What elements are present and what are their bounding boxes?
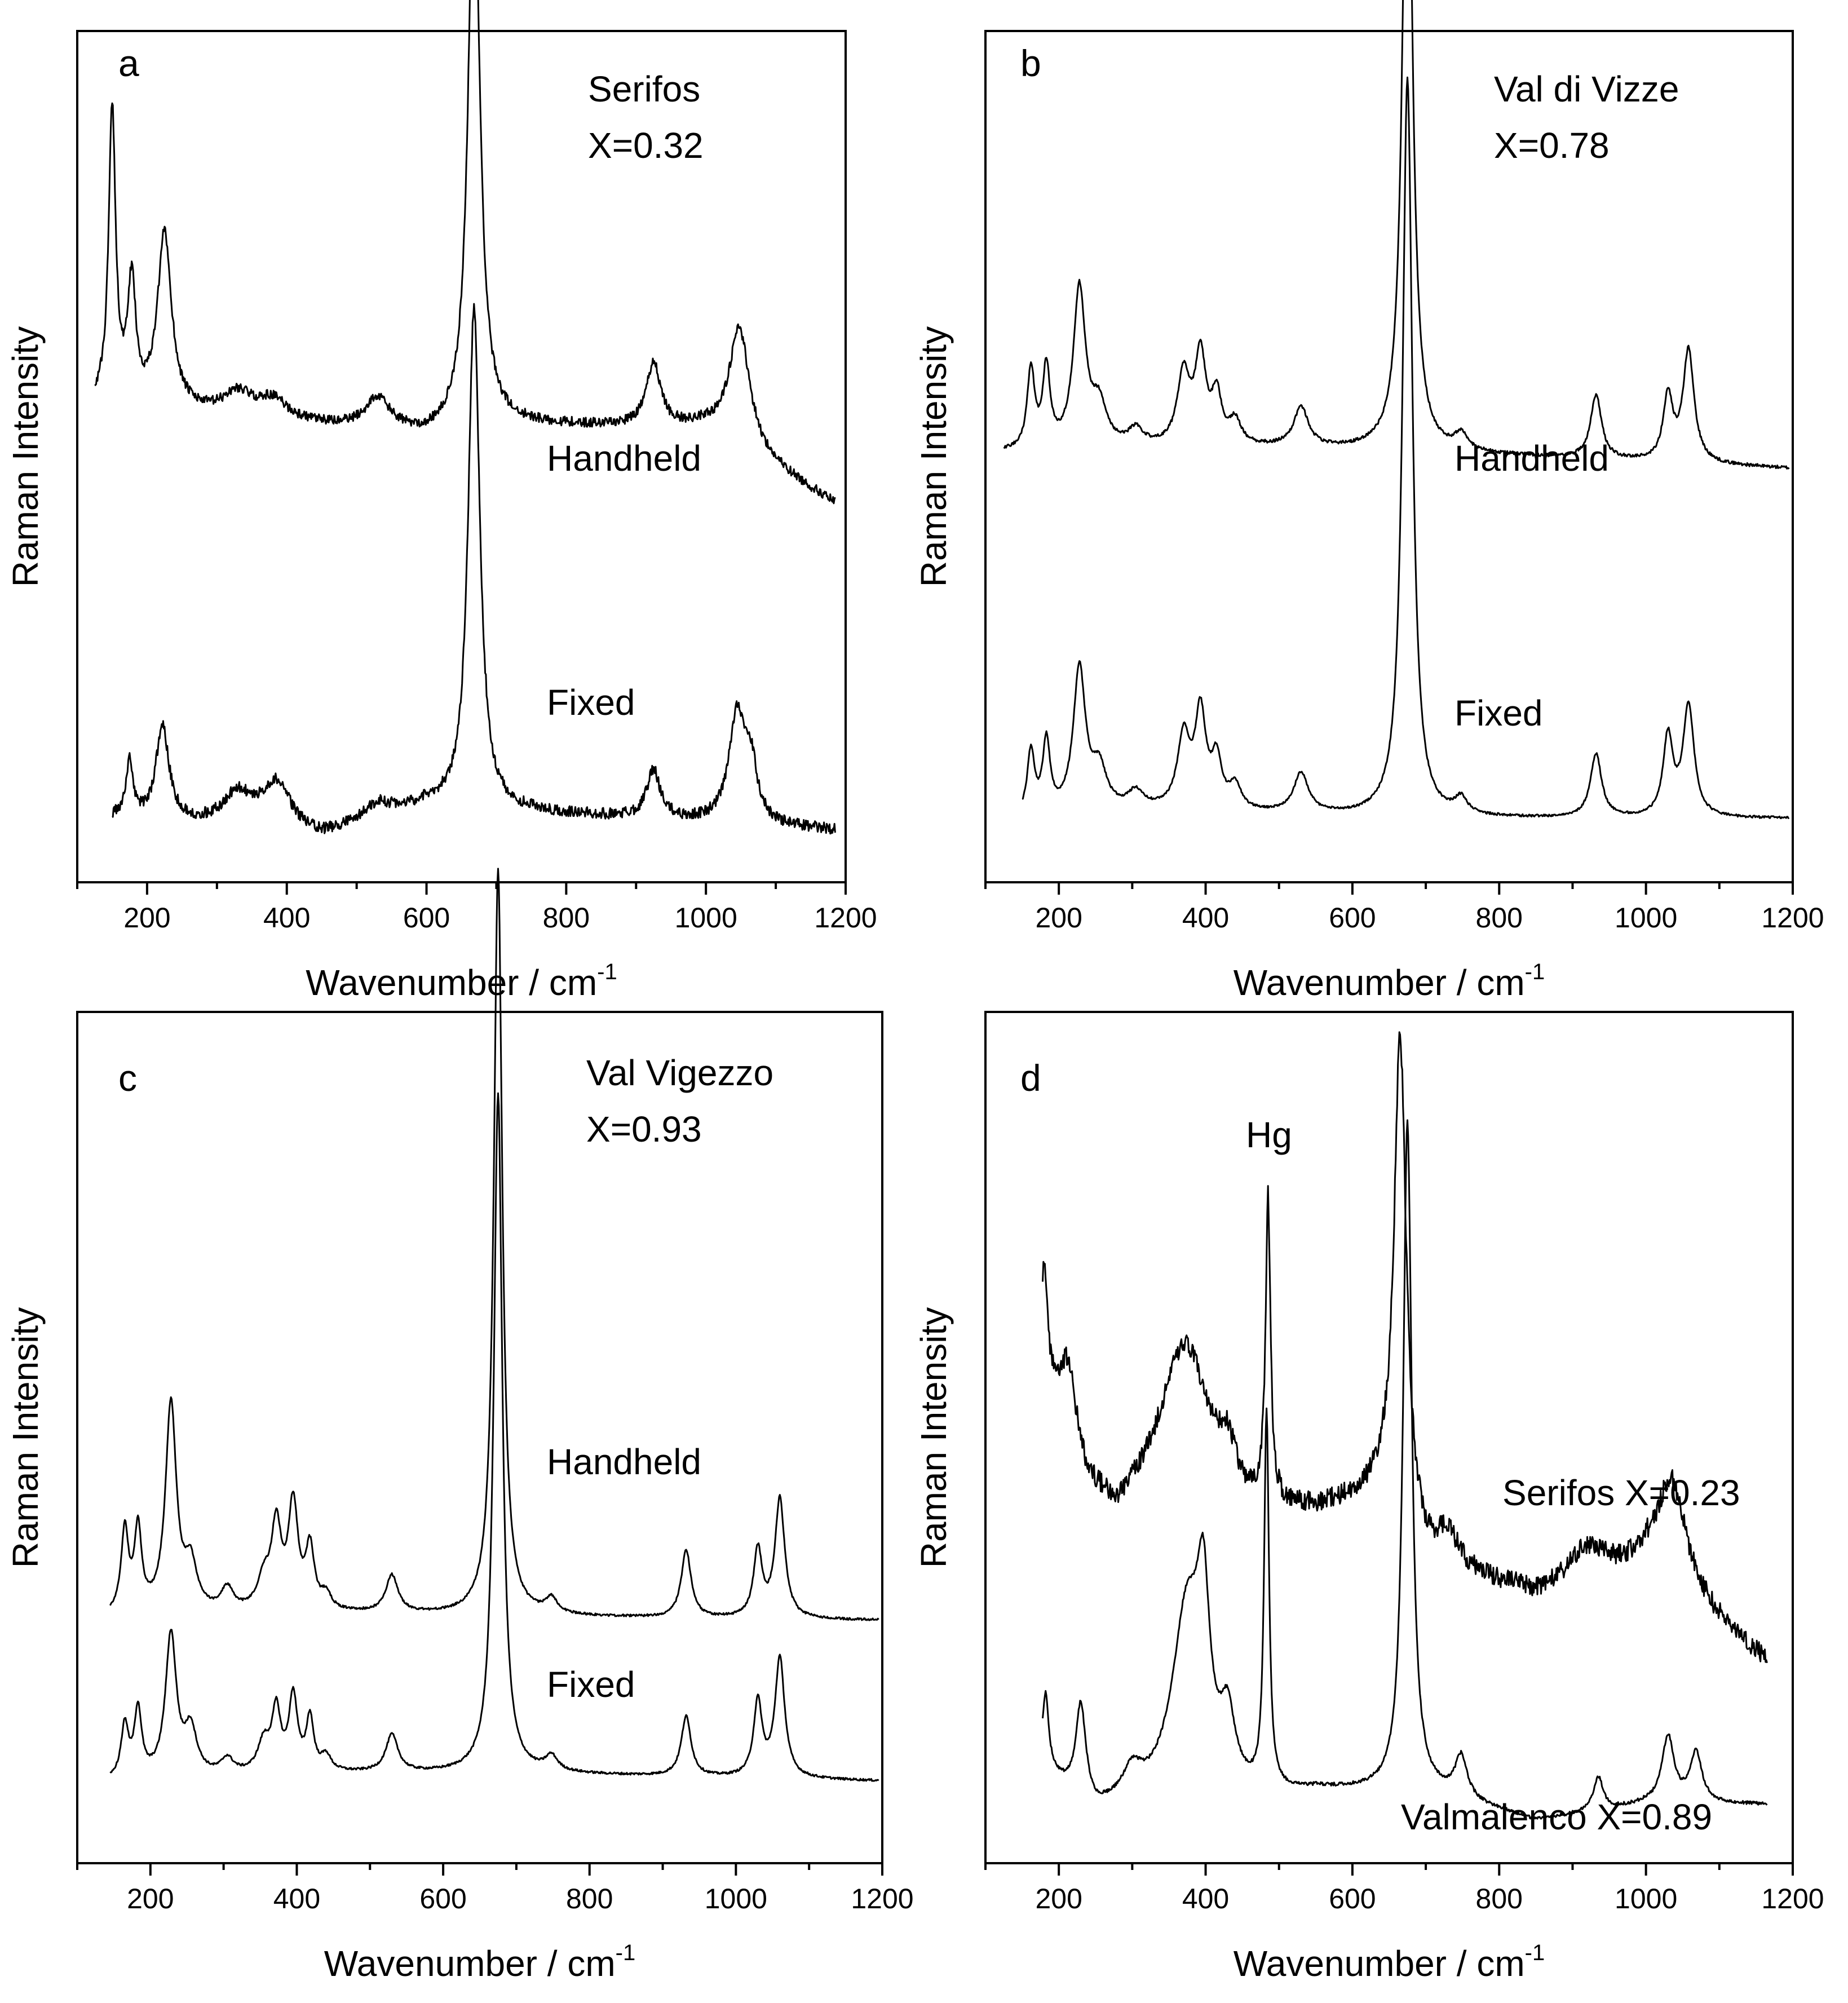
x-tick-label: 800	[1476, 1883, 1523, 1914]
x-axis-label: Wavenumber / cm-1	[1234, 960, 1545, 1003]
series-label: Handheld	[1454, 438, 1609, 479]
series-line-fixed	[1022, 76, 1790, 820]
series-line-fixed	[112, 303, 836, 835]
plot-frame	[76, 1011, 883, 1864]
series-label: Serifos X=0.23	[1502, 1473, 1740, 1513]
annotation: Hg	[1246, 1115, 1292, 1155]
x-tick-label: 1200	[814, 902, 877, 934]
x-tick-label: 1000	[1615, 1883, 1677, 1914]
x-tick-label: 600	[1329, 902, 1376, 934]
x-tick-label: 200	[123, 902, 170, 934]
series-label: Fixed	[1454, 693, 1543, 733]
x-tick-label: 1200	[851, 1883, 913, 1914]
x-tick-label: 400	[1182, 902, 1229, 934]
y-axis-label: Raman Intensity	[913, 1307, 954, 1568]
x-tick-label: 1000	[1615, 902, 1677, 934]
y-axis-label: Raman Intensity	[5, 326, 46, 587]
x-tick-label: 1200	[1761, 902, 1824, 934]
annotation: X=0.32	[588, 125, 704, 166]
panel-letter: a	[118, 42, 139, 84]
series-label: Fixed	[547, 1664, 635, 1705]
series-label: Handheld	[547, 438, 701, 479]
x-tick-label: 1000	[705, 1883, 767, 1914]
panels: 200 400 600 800 1000 1200 Wavenumber / cm-1 Ram…	[5, 0, 1824, 1984]
x-tick-label: 800	[543, 902, 590, 934]
series-line-handheld	[1003, 0, 1790, 470]
plot-frame	[984, 30, 1794, 883]
panel-c: 200 400 600 800 1000 1200 Wavenumber / cm-1 Ram…	[5, 868, 914, 1984]
x-tick-label: 200	[1035, 902, 1082, 934]
x-axis-label: Wavenumber / cm-1	[1234, 1940, 1545, 1984]
x-tick-label: 600	[1329, 1883, 1376, 1914]
panel-letter: d	[1020, 1057, 1041, 1099]
series-line-handheld	[109, 868, 879, 1621]
annotation: X=0.93	[586, 1109, 702, 1149]
annotation: Val Vigezzo	[586, 1053, 773, 1093]
series-label: Valmalenco X=0.89	[1401, 1797, 1712, 1837]
x-axis-label: Wavenumber / cm-1	[324, 1940, 635, 1984]
x-tick-label: 600	[403, 902, 450, 934]
plot-frame	[76, 30, 847, 883]
panel-letter: b	[1020, 42, 1041, 84]
series-line-serifos-x-0-23	[1042, 1031, 1768, 1664]
x-tick-label: 800	[1476, 902, 1523, 934]
x-tick-label: 600	[419, 1883, 466, 1914]
x-tick-label: 400	[263, 902, 310, 934]
x-tick-label: 200	[1035, 1883, 1082, 1914]
x-tick-label: 800	[566, 1883, 613, 1914]
series-line-valmalenco-x-0-89	[1042, 1119, 1768, 1820]
series-line-fixed	[109, 1092, 879, 1782]
series-line-handheld	[94, 0, 836, 505]
x-axis-label: Wavenumber / cm-1	[306, 960, 617, 1003]
panel-a: 200 400 600 800 1000 1200 Wavenumber / cm-1 Ram…	[5, 0, 877, 1003]
annotation: X=0.78	[1494, 125, 1610, 166]
panel-letter: c	[118, 1057, 137, 1099]
annotation: Val di Vizze	[1494, 69, 1679, 109]
panel-b: 200 400 600 800 1000 1200 Wavenumber / cm-1 Ram…	[913, 0, 1824, 1003]
panel-d: 200 400 600 800 1000 1200 Wavenumber / cm-1 Ram…	[913, 1011, 1824, 1984]
x-tick-label: 1200	[1761, 1883, 1824, 1914]
series-label: Handheld	[547, 1442, 701, 1482]
y-axis-label: Raman Intensity	[913, 326, 954, 587]
annotation: Serifos	[588, 69, 700, 109]
x-tick-label: 400	[1182, 1883, 1229, 1914]
x-tick-label: 400	[273, 1883, 320, 1914]
plot-frame	[984, 1011, 1794, 1864]
y-axis-label: Raman Intensity	[5, 1307, 46, 1568]
x-tick-label: 1000	[675, 902, 737, 934]
x-tick-label: 200	[127, 1883, 174, 1914]
series-label: Fixed	[547, 682, 635, 723]
